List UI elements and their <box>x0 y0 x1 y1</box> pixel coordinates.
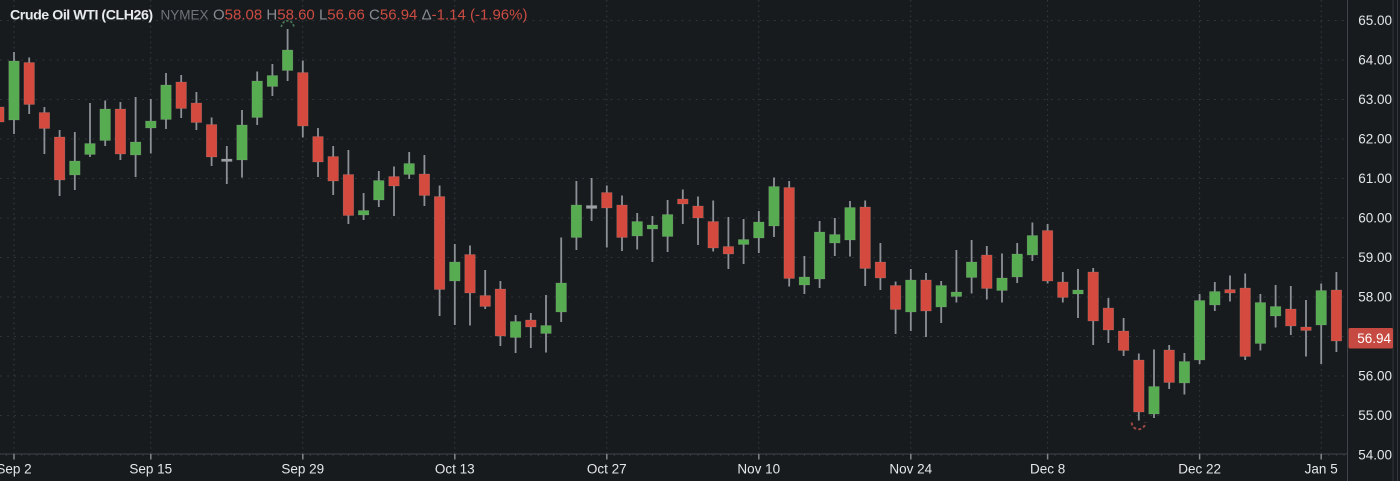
svg-text:62.00: 62.00 <box>1358 132 1392 147</box>
svg-text:Sep 15: Sep 15 <box>129 462 172 477</box>
svg-text:59.00: 59.00 <box>1358 250 1392 265</box>
svg-text:Sep 29: Sep 29 <box>281 462 324 477</box>
svg-text:55.00: 55.00 <box>1358 408 1392 423</box>
svg-text:Oct 13: Oct 13 <box>435 462 475 477</box>
svg-text:60.00: 60.00 <box>1358 211 1392 226</box>
svg-text:Dec 22: Dec 22 <box>1178 462 1221 477</box>
svg-text:Nov 24: Nov 24 <box>889 462 932 477</box>
svg-text:56.94: 56.94 <box>1357 331 1391 346</box>
svg-text:Oct 27: Oct 27 <box>587 462 627 477</box>
svg-text:65.00: 65.00 <box>1358 13 1392 28</box>
svg-text:Nov 10: Nov 10 <box>737 462 780 477</box>
svg-text:Jan 5: Jan 5 <box>1305 462 1338 477</box>
svg-text:63.00: 63.00 <box>1358 92 1392 107</box>
svg-text:Crude Oil WTI (CLH26): Crude Oil WTI (CLH26) <box>10 8 153 24</box>
svg-text:56.00: 56.00 <box>1358 369 1392 384</box>
svg-text:54.00: 54.00 <box>1358 448 1392 463</box>
svg-text:Sep 2: Sep 2 <box>0 462 32 477</box>
svg-text:58.00: 58.00 <box>1358 290 1392 305</box>
svg-text:NYMEX: NYMEX <box>161 8 209 23</box>
svg-text:64.00: 64.00 <box>1358 53 1392 68</box>
svg-text:O58.08 H58.60 L56.66 C56.94 Δ-: O58.08 H58.60 L56.66 C56.94 Δ-1.14 (-1.9… <box>213 7 527 24</box>
svg-text:61.00: 61.00 <box>1358 171 1392 186</box>
svg-text:Dec 8: Dec 8 <box>1030 462 1065 477</box>
